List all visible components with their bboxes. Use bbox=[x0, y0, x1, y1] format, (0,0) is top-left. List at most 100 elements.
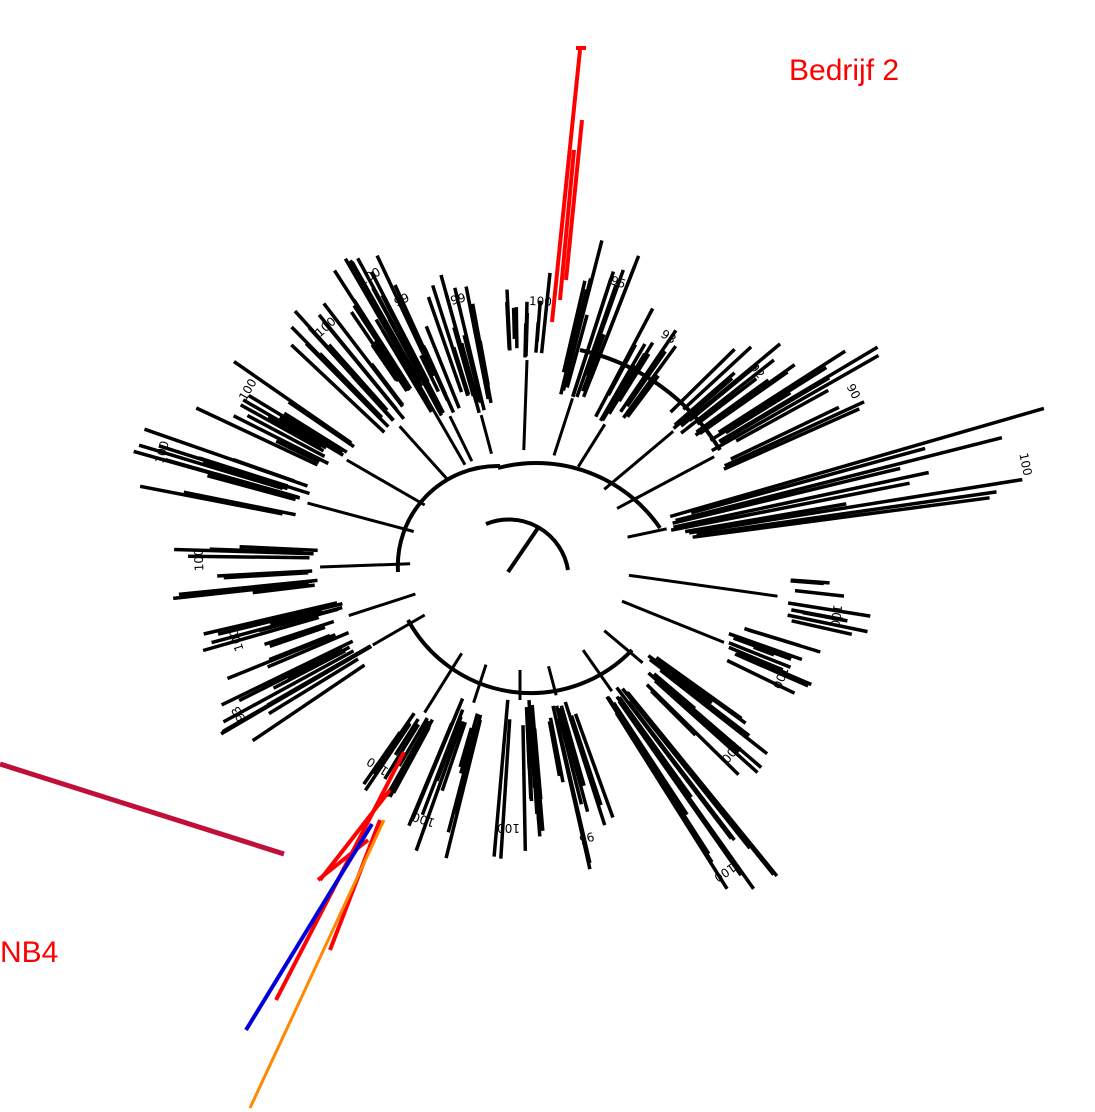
tree-branch bbox=[747, 628, 821, 654]
tree-stem bbox=[307, 501, 415, 533]
tree-branch bbox=[735, 388, 830, 443]
tree-branch bbox=[787, 601, 871, 618]
bootstrap-label: 99 bbox=[392, 290, 412, 309]
bootstrap-label: 100 bbox=[226, 627, 246, 653]
blue-clade bbox=[244, 822, 374, 1032]
farm2-sub1 bbox=[564, 119, 584, 281]
tree-branch bbox=[655, 656, 743, 720]
tree-branch bbox=[521, 725, 528, 851]
tree-branch bbox=[203, 601, 338, 636]
tree-stem bbox=[616, 455, 715, 510]
tree-branch bbox=[158, 444, 311, 496]
tree-stem bbox=[348, 592, 416, 618]
tree-branch bbox=[173, 581, 309, 601]
tree-branch bbox=[606, 343, 638, 397]
tree-branch bbox=[528, 707, 539, 815]
tree-branch bbox=[247, 394, 344, 454]
tree-stem bbox=[479, 414, 493, 455]
farm2-sub2 bbox=[558, 149, 576, 301]
tree-branch bbox=[619, 329, 678, 413]
tree-branch bbox=[736, 651, 812, 687]
tree-branch bbox=[696, 377, 758, 426]
tree-branch bbox=[791, 619, 853, 637]
tree-branch bbox=[695, 378, 770, 434]
tree-branch bbox=[734, 652, 809, 688]
tree-branch bbox=[492, 699, 510, 857]
tree-branch bbox=[232, 457, 295, 483]
farm-2-label: Bedrijf 2 bbox=[789, 54, 900, 87]
tree-branch bbox=[605, 695, 714, 864]
tree-branch bbox=[385, 303, 445, 414]
tree-branch bbox=[188, 554, 310, 560]
tree-branch bbox=[684, 502, 847, 534]
bootstrap-label: 100 bbox=[1016, 452, 1034, 477]
tree-stem bbox=[621, 599, 725, 644]
tree-branch bbox=[692, 496, 990, 539]
tree-branch bbox=[709, 366, 828, 442]
outer-arc-bottom bbox=[406, 619, 634, 696]
tree-branch bbox=[505, 301, 511, 350]
tree-branch bbox=[673, 371, 736, 427]
tree-branch bbox=[659, 668, 769, 756]
tree-branch bbox=[589, 264, 637, 379]
tree-branch bbox=[790, 579, 824, 586]
tree-branch bbox=[283, 411, 348, 454]
tree-branch bbox=[499, 719, 512, 859]
bootstrap-label: 100 bbox=[411, 809, 437, 829]
tree-branch bbox=[622, 345, 678, 419]
tree-branch bbox=[452, 346, 471, 396]
tree-branch bbox=[202, 615, 320, 653]
dark-red-branch bbox=[0, 761, 285, 857]
tree-branch bbox=[581, 333, 606, 392]
tree-branch bbox=[267, 657, 360, 716]
tree-branch bbox=[559, 705, 586, 787]
tree-branch bbox=[290, 343, 386, 434]
tree-stem bbox=[472, 664, 488, 704]
tree-branch bbox=[397, 717, 429, 767]
tree-branch bbox=[717, 349, 847, 434]
tree-branch bbox=[728, 645, 784, 672]
tree-branch bbox=[278, 415, 345, 457]
tree-stem bbox=[448, 415, 474, 462]
tree-branch bbox=[670, 481, 910, 532]
tree-branch bbox=[669, 347, 736, 414]
tree-branch bbox=[333, 269, 409, 384]
tree-branch bbox=[573, 713, 615, 819]
tree-branch bbox=[478, 340, 490, 386]
tree-branch bbox=[598, 343, 647, 422]
tree-branch bbox=[612, 701, 689, 816]
tree-branch bbox=[206, 474, 297, 502]
tree-branch bbox=[133, 449, 301, 500]
tree-branch bbox=[575, 284, 618, 398]
tree-branch bbox=[372, 340, 409, 392]
tree-stem bbox=[423, 652, 463, 714]
tree-branch bbox=[680, 358, 775, 435]
tree-branch bbox=[266, 630, 350, 669]
nb4-label: NB4 bbox=[0, 936, 59, 969]
tree-branch bbox=[440, 721, 467, 792]
tree-branch bbox=[139, 484, 283, 516]
tree-stem bbox=[581, 649, 614, 692]
tree-branch bbox=[558, 707, 590, 813]
farm2-clade bbox=[550, 46, 586, 323]
tree-branch bbox=[565, 314, 589, 388]
tree-branch bbox=[419, 354, 440, 393]
tree-branch bbox=[246, 413, 326, 458]
tree-branch bbox=[268, 633, 331, 662]
tree-branch bbox=[238, 647, 344, 703]
tree-branch bbox=[385, 720, 431, 797]
tree-branch bbox=[383, 723, 420, 780]
tree-branch bbox=[675, 436, 1003, 523]
tree-branch bbox=[444, 293, 479, 404]
tree-branch bbox=[290, 325, 383, 420]
tree-branch bbox=[420, 708, 465, 816]
tree-branch bbox=[626, 374, 660, 418]
tree-branch bbox=[530, 704, 545, 831]
tree-branch bbox=[524, 312, 530, 357]
tree-branch bbox=[459, 713, 480, 774]
tree-branch bbox=[251, 663, 366, 743]
tree-stem bbox=[423, 394, 467, 466]
tree-branch bbox=[223, 570, 309, 580]
tree-branch bbox=[548, 717, 565, 783]
